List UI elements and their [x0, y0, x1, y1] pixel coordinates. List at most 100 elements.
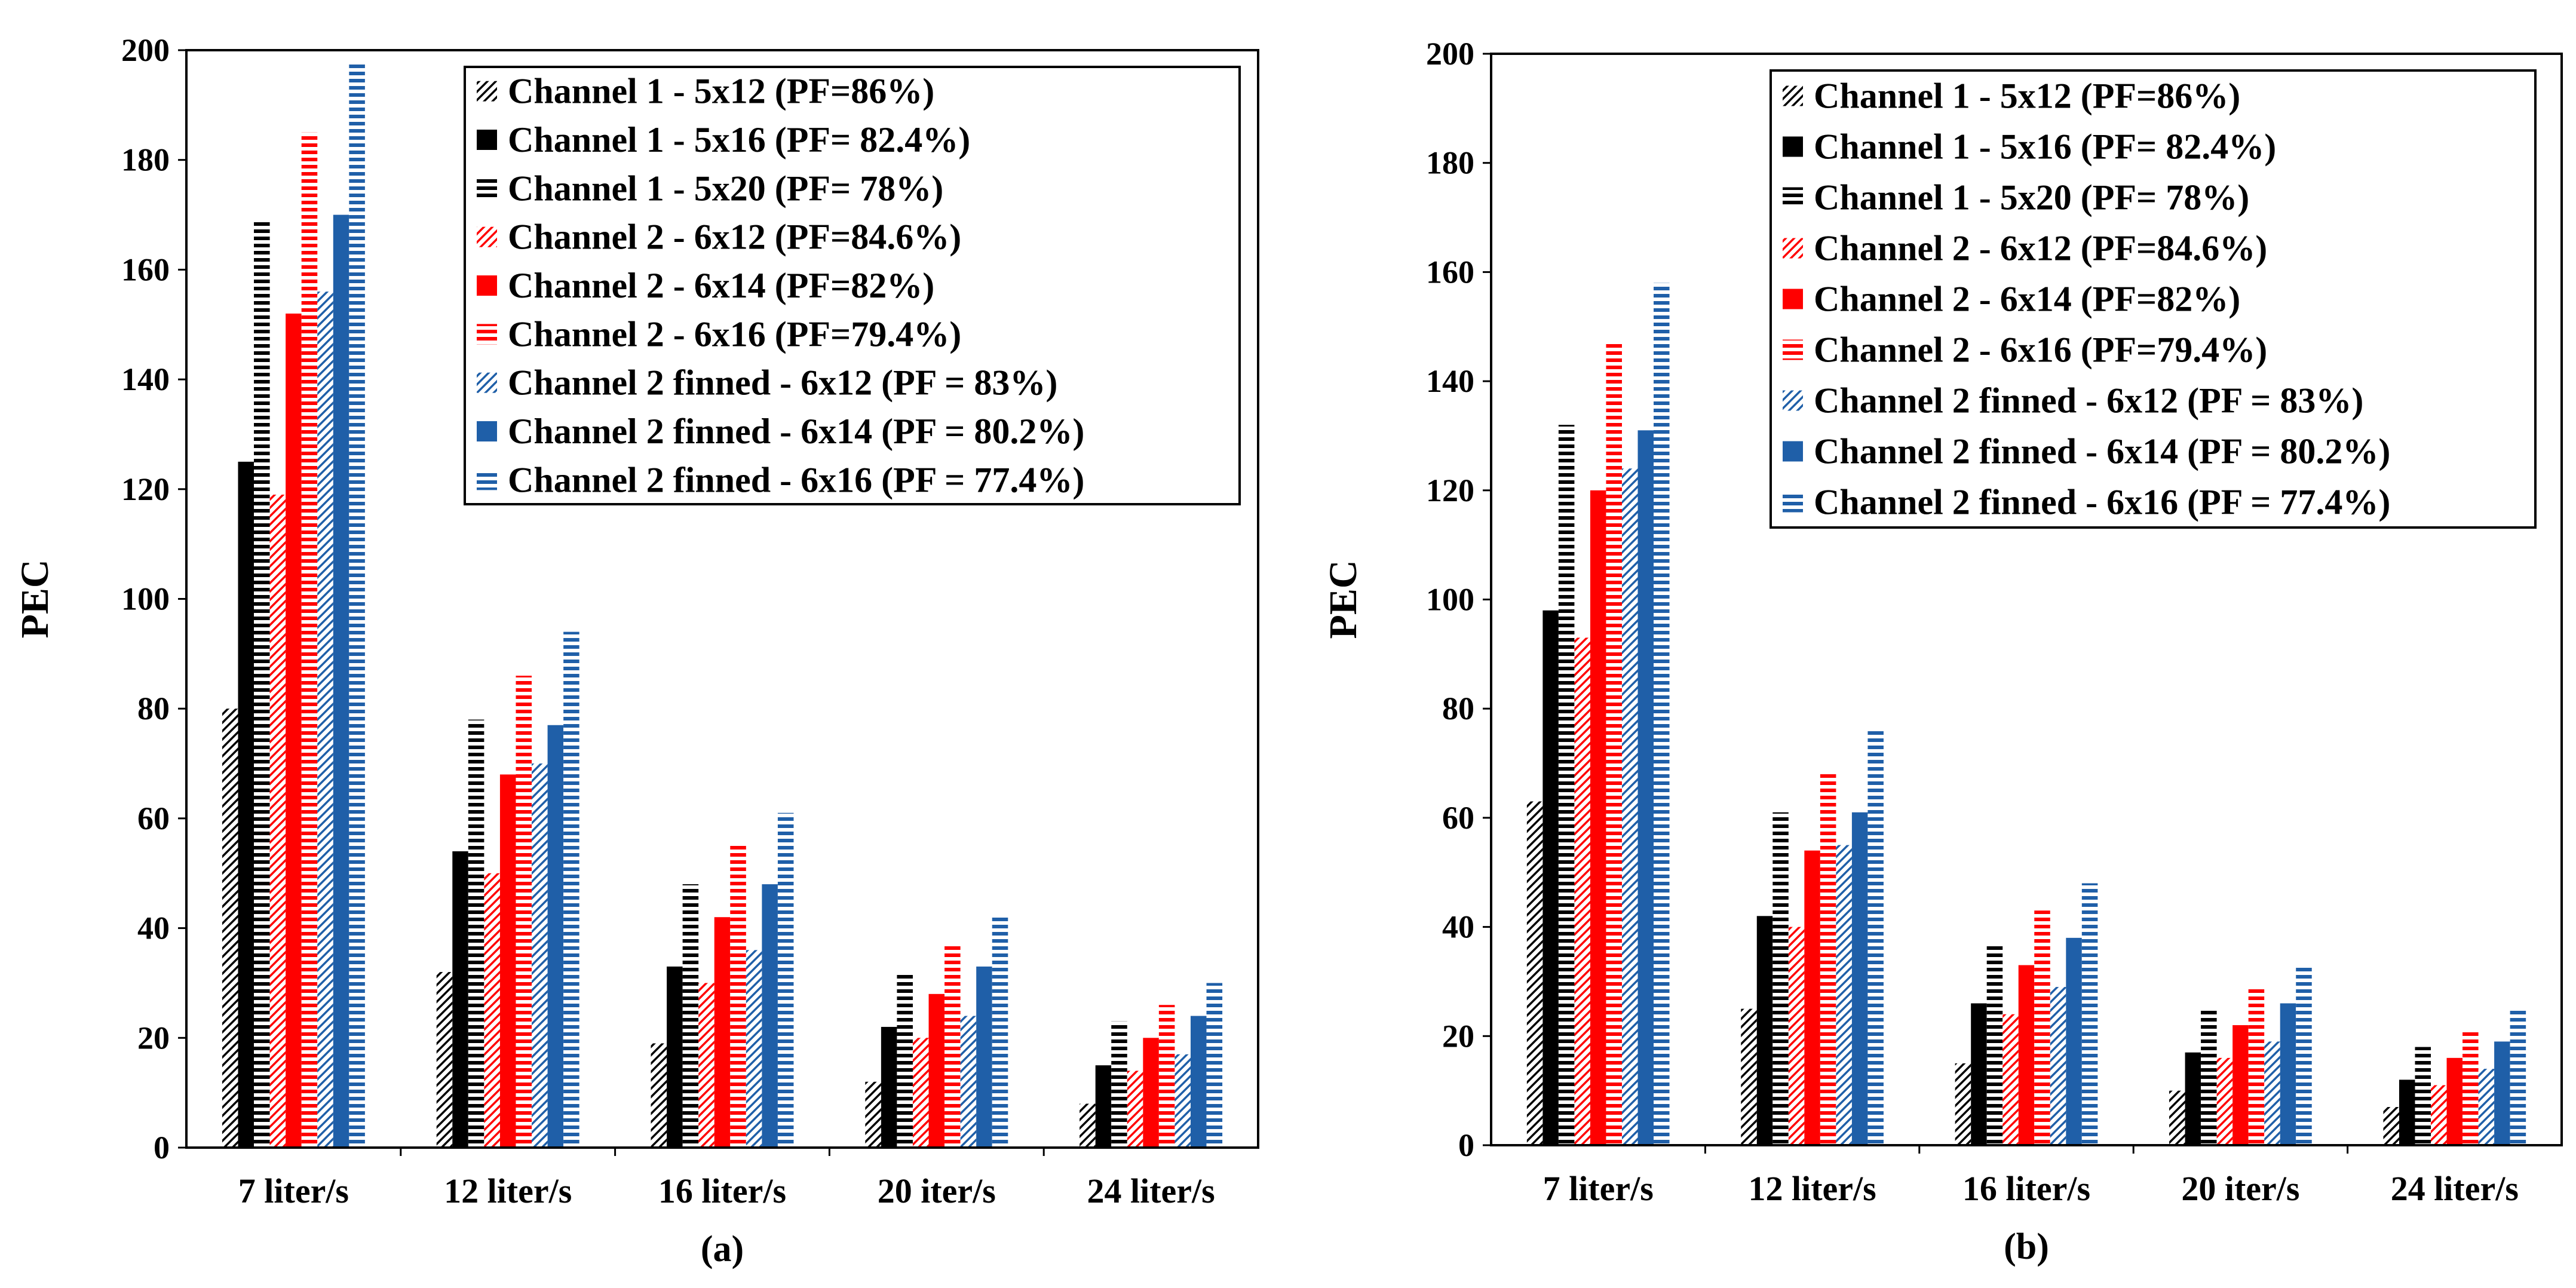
bar [2494, 1041, 2510, 1145]
y-tick-label: 100 [121, 581, 170, 617]
legend-label: Channel 2 - 6x14 (PF=82%) [1814, 280, 2240, 319]
bar [222, 709, 238, 1148]
bar [976, 966, 992, 1148]
bar [1867, 730, 1884, 1145]
bar [238, 461, 254, 1148]
legend-label: Channel 2 finned - 6x12 (PF = 83%) [508, 363, 1057, 403]
legend-swatch [1783, 441, 1803, 462]
bar [2462, 1031, 2479, 1145]
bar [1174, 1054, 1191, 1148]
x-category-label: 20 iter/s [2181, 1169, 2299, 1208]
bar [1741, 1008, 1757, 1145]
bar [2201, 1008, 2217, 1145]
y-tick-label: 160 [1426, 254, 1474, 290]
legend-swatch [1783, 390, 1803, 411]
bar [960, 1016, 977, 1148]
y-tick-label: 200 [121, 32, 170, 68]
bar [2296, 965, 2312, 1145]
bar [317, 292, 333, 1148]
bar [897, 972, 913, 1148]
y-tick-label: 100 [1426, 582, 1474, 618]
bar [912, 1038, 929, 1148]
bar [762, 884, 778, 1148]
bar [1206, 983, 1223, 1148]
bar [1590, 490, 1606, 1145]
legend-swatch [477, 324, 497, 345]
legend-swatch [477, 372, 497, 393]
y-tick-label: 180 [121, 142, 170, 178]
legend-label: Channel 1 - 5x16 (PF= 82.4%) [508, 120, 970, 160]
bar [1788, 927, 1805, 1145]
legend-swatch [1783, 187, 1803, 208]
bar [1526, 801, 1543, 1145]
bar [2185, 1052, 2201, 1145]
bar [2248, 987, 2265, 1145]
bar [484, 873, 500, 1148]
bar [2478, 1069, 2495, 1145]
bar [698, 983, 714, 1148]
bar [2081, 883, 2098, 1145]
legend-swatch [477, 275, 497, 296]
bar [499, 774, 516, 1148]
legend-label: Channel 2 finned - 6x16 (PF = 77.4%) [508, 460, 1084, 499]
bar [2431, 1085, 2447, 1145]
legend-label: Channel 1 - 5x12 (PF=86%) [1814, 76, 2240, 116]
bar [1804, 850, 1820, 1145]
y-tick-label: 120 [121, 471, 170, 507]
y-tick-label: 20 [1442, 1018, 1474, 1054]
chart-panel-a: 0 20 40 60 80 100 120 140 160 180 200 PEC 7 liter/s 1… [13, 32, 1259, 1269]
bar [682, 884, 699, 1148]
bar [1851, 812, 1868, 1145]
legend-label: Channel 2 - 6x12 (PF=84.6%) [508, 217, 961, 257]
bar [2034, 910, 2050, 1145]
legend-swatch [477, 470, 497, 490]
x-category-label: 24 liter/s [1087, 1172, 1215, 1210]
legend-label: Channel 1 - 5x16 (PF= 82.4%) [1814, 127, 2276, 167]
bar [468, 719, 484, 1148]
bar [286, 313, 302, 1148]
x-category-label: 24 liter/s [2391, 1169, 2519, 1208]
bar [1836, 845, 1852, 1145]
x-category-label: 16 liter/s [1962, 1169, 2090, 1208]
bar [1095, 1065, 1112, 1148]
bar [730, 845, 746, 1148]
bar [516, 676, 532, 1148]
bar [777, 812, 794, 1148]
x-category-label: 20 iter/s [878, 1172, 996, 1210]
legend-box [464, 66, 1241, 505]
x-category-label: 12 liter/s [444, 1172, 572, 1210]
legend-swatch [477, 226, 497, 247]
legend-label: Channel 2 finned - 6x14 (PF = 80.2%) [1814, 432, 2390, 471]
bar [2510, 1008, 2526, 1145]
legend-swatch [1783, 136, 1803, 157]
x-category-label: 12 liter/s [1748, 1169, 1876, 1208]
bar [563, 631, 579, 1148]
y-tick-label: 0 [154, 1130, 170, 1166]
bar [865, 1081, 881, 1148]
bar [436, 972, 453, 1148]
y-tick-label: 20 [137, 1020, 170, 1056]
bar [2050, 987, 2066, 1145]
bar [1158, 1005, 1175, 1148]
bar [2066, 937, 2082, 1145]
y-tick-label: 80 [137, 691, 170, 726]
legend: Channel 1 - 5x12 (PF=86%) Channel 1 - 5x1… [1770, 69, 2537, 529]
bar [746, 950, 762, 1148]
chart-panel-b: 0 20 40 60 80 100 120 140 160 180 200 PEC 7 liter/s 1… [1321, 36, 2563, 1267]
bar [2002, 1014, 2019, 1145]
bar [1190, 1016, 1207, 1148]
bar [1955, 1063, 1971, 1145]
bar [452, 851, 468, 1148]
bar [2446, 1057, 2463, 1145]
legend-label: Channel 2 - 6x14 (PF=82%) [508, 266, 934, 305]
bar [1080, 1103, 1096, 1148]
legend-label: Channel 1 - 5x20 (PF= 78%) [1814, 178, 2249, 217]
bar [881, 1026, 897, 1148]
bar [1971, 1003, 1987, 1145]
legend-label: Channel 2 finned - 6x16 (PF = 77.4%) [1814, 483, 2390, 522]
legend: Channel 1 - 5x12 (PF=86%) Channel 1 - 5x1… [464, 66, 1241, 505]
x-category-label: 16 liter/s [658, 1172, 786, 1210]
y-tick-label: 140 [1426, 363, 1474, 399]
y-tick-label: 60 [1442, 800, 1474, 836]
